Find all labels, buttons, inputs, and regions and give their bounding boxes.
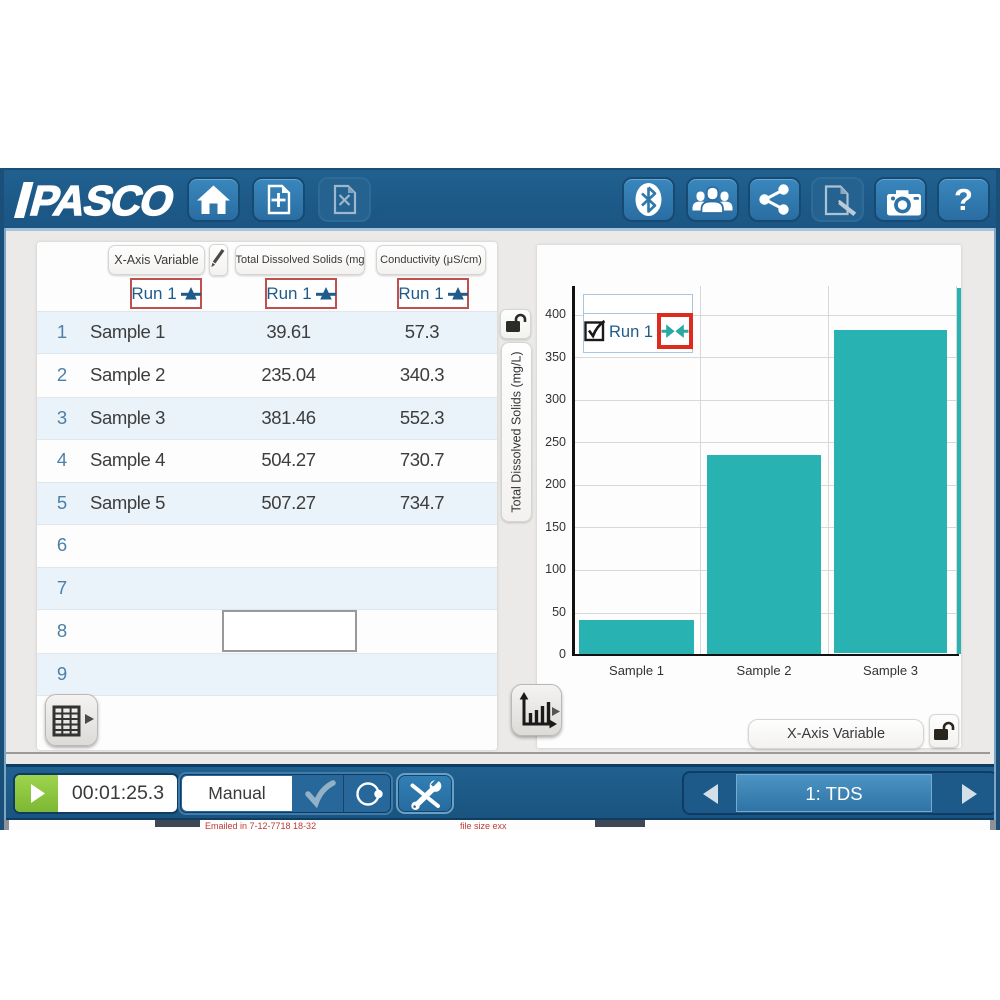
svg-text:PASCO: PASCO [25,178,179,221]
